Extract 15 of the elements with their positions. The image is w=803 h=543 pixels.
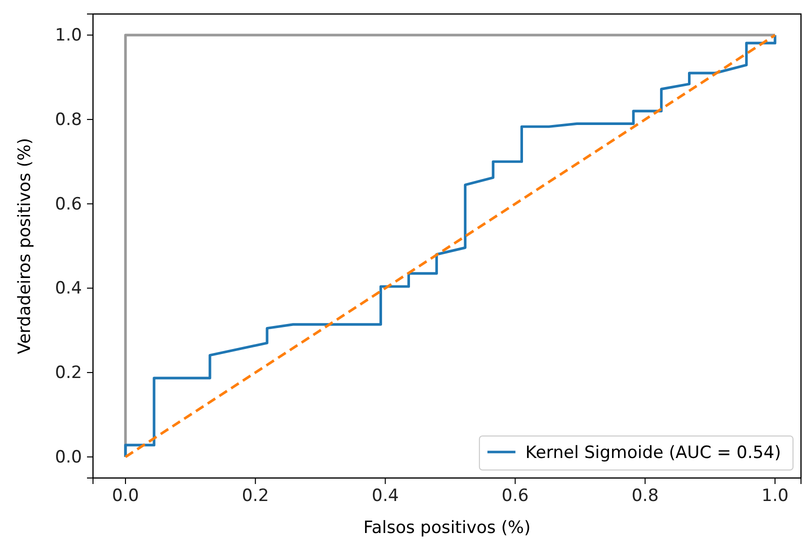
y-axis-title: Verdadeiros positivos (%) [15,138,35,354]
y-tick-label: 0.4 [54,278,82,299]
x-tick-label: 1.0 [761,486,789,506]
x-tick-label: 0.8 [632,486,659,506]
x-tick-label: 0.6 [502,486,529,506]
y-tick-label: 0.8 [54,110,82,130]
x-tick-label: 0.4 [372,486,399,506]
y-tick-label: 0.2 [54,362,82,383]
y-tick-label: 0.6 [54,194,82,214]
y-tick-label: 0.0 [54,447,82,468]
x-tick-label: 0.2 [242,486,269,506]
x-axis-title: Falsos positivos (%) [363,518,531,538]
y-tick-label: 1.0 [54,26,82,46]
legend-label: Kernel Sigmoide (AUC = 0.54) [525,443,781,463]
x-tick-label: 0.0 [112,486,139,506]
